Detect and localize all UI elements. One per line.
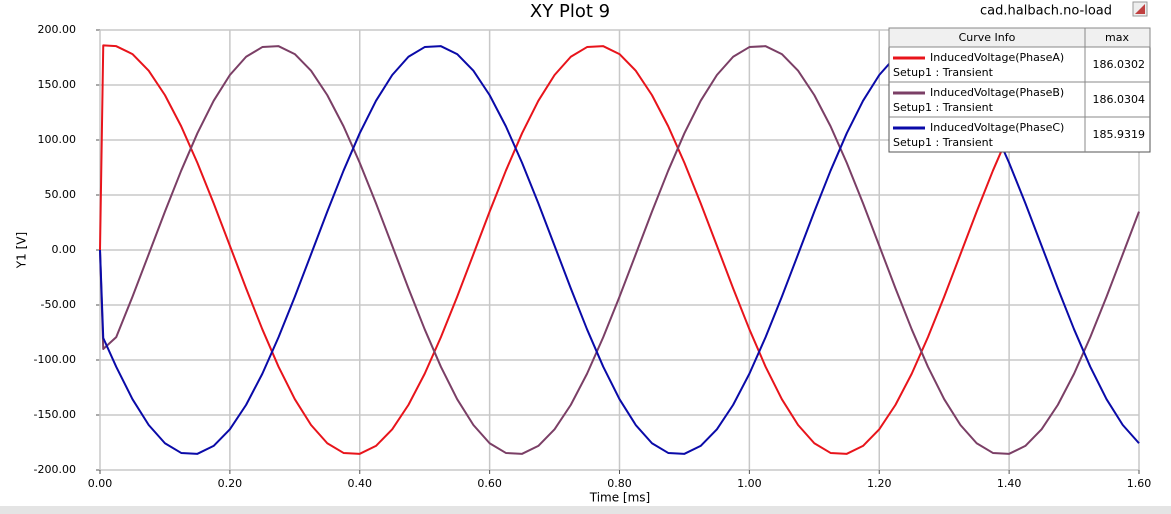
design-name: cad.halbach.no-load <box>980 4 1112 19</box>
x-tick-label: 0.40 <box>348 477 373 490</box>
corner-icon <box>1132 1 1148 17</box>
legend-series-name: InducedVoltage(PhaseA) <box>930 51 1064 64</box>
y-tick-label: 50.00 <box>45 188 77 201</box>
y-tick-label: -150.00 <box>34 408 76 421</box>
y-tick-label: 150.00 <box>38 78 77 91</box>
legend-series-max: 186.0304 <box>1093 93 1146 106</box>
chart-title: XY Plot 9 <box>530 1 610 22</box>
bottom-strip <box>0 506 1171 514</box>
legend-series-context: Setup1 : Transient <box>893 136 994 149</box>
legend-series-max: 186.0302 <box>1093 58 1146 71</box>
y-tick-label: -100.00 <box>34 353 76 366</box>
x-tick-label: 0.60 <box>477 477 502 490</box>
x-tick-label: 0.00 <box>88 477 113 490</box>
x-tick-label: 0.20 <box>218 477 243 490</box>
y-tick-label: -200.00 <box>34 463 76 476</box>
curve-line <box>99 44 1140 455</box>
legend-header-curve: Curve Info <box>959 31 1016 44</box>
y-tick-label: 200.00 <box>38 23 77 36</box>
x-tick-label: 1.20 <box>867 477 892 490</box>
y-tick-label: 0.00 <box>52 243 77 256</box>
legend-header-max: max <box>1105 31 1129 44</box>
legend-table: Curve Info max InducedVoltage(PhaseA) Set… <box>888 27 1151 153</box>
x-tick-label: 0.80 <box>607 477 632 490</box>
x-axis-label: Time [ms] <box>589 491 651 505</box>
legend-series-context: Setup1 : Transient <box>893 101 994 114</box>
legend-series-max: 185.9319 <box>1093 128 1146 141</box>
x-tick-label: 1.00 <box>737 477 762 490</box>
y-tick-label: -50.00 <box>41 298 76 311</box>
y-tick-label: 100.00 <box>38 133 77 146</box>
x-tick-label: 1.60 <box>1127 477 1152 490</box>
legend-series-name: InducedVoltage(PhaseB) <box>930 86 1064 99</box>
legend-series-context: Setup1 : Transient <box>893 66 994 79</box>
legend-frame <box>888 27 1151 153</box>
y-axis-label: Y1 [V] <box>15 232 29 269</box>
curve-line <box>99 45 1140 455</box>
grid: -200.00 -150.00 -100.00 -50.00 0.00 50.00 100.… <box>34 23 1152 490</box>
icon-mark <box>1135 4 1145 14</box>
legend-series-name: InducedVoltage(PhaseC) <box>930 121 1064 134</box>
x-tick-label: 1.40 <box>997 477 1022 490</box>
